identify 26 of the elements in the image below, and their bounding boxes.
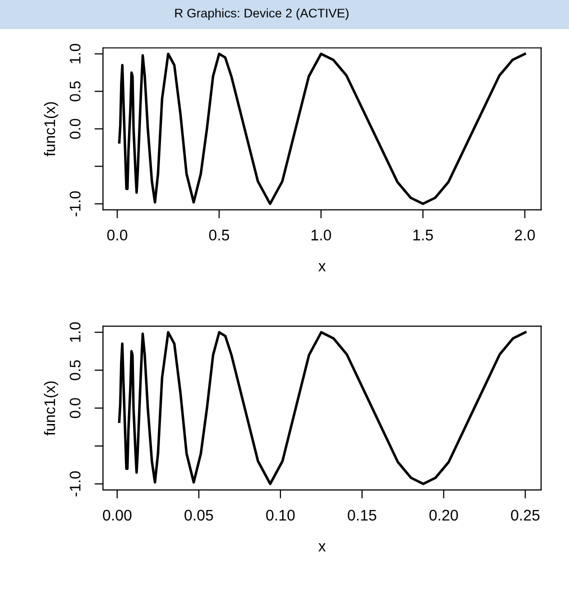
y-axis-title: func1(x) bbox=[44, 381, 58, 436]
line-series bbox=[118, 52, 526, 206]
x-tick-label: 0.10 bbox=[266, 510, 295, 521]
y-tick-label: -1.0 bbox=[70, 471, 81, 496]
y-axis-title: func1(x) bbox=[44, 102, 58, 156]
x-tick-label: 0.25 bbox=[511, 510, 540, 521]
line-series bbox=[118, 331, 527, 486]
y-tick-label: 1.0 bbox=[70, 322, 81, 342]
x-tick-label: 0.0 bbox=[107, 230, 128, 240]
y-tick-label: 1.0 bbox=[70, 44, 81, 64]
x-tick-label: 0.00 bbox=[102, 510, 132, 521]
x-tick-label: 0.05 bbox=[184, 510, 214, 521]
x-tick-label: 1.0 bbox=[312, 230, 332, 240]
x-tick-label: 2.0 bbox=[514, 230, 535, 240]
y-tick-label: 0.0 bbox=[70, 118, 81, 139]
x-tick-label: 0.20 bbox=[429, 510, 458, 521]
x-tick-label: 0.15 bbox=[348, 510, 376, 521]
y-tick-label: 0.0 bbox=[70, 398, 81, 418]
x-axis-title: x bbox=[318, 263, 326, 272]
y-tick-label: -1.0 bbox=[70, 191, 81, 216]
x-axis-title: x bbox=[318, 543, 326, 552]
y-tick-label: 0.5 bbox=[70, 360, 81, 380]
x-tick-label: 1.5 bbox=[413, 230, 433, 240]
y-tick-label: 0.5 bbox=[70, 81, 81, 102]
text: R Graphics: Device 2 (ACTIVE) bbox=[175, 8, 348, 20]
x-tick-label: 0.5 bbox=[209, 230, 230, 240]
